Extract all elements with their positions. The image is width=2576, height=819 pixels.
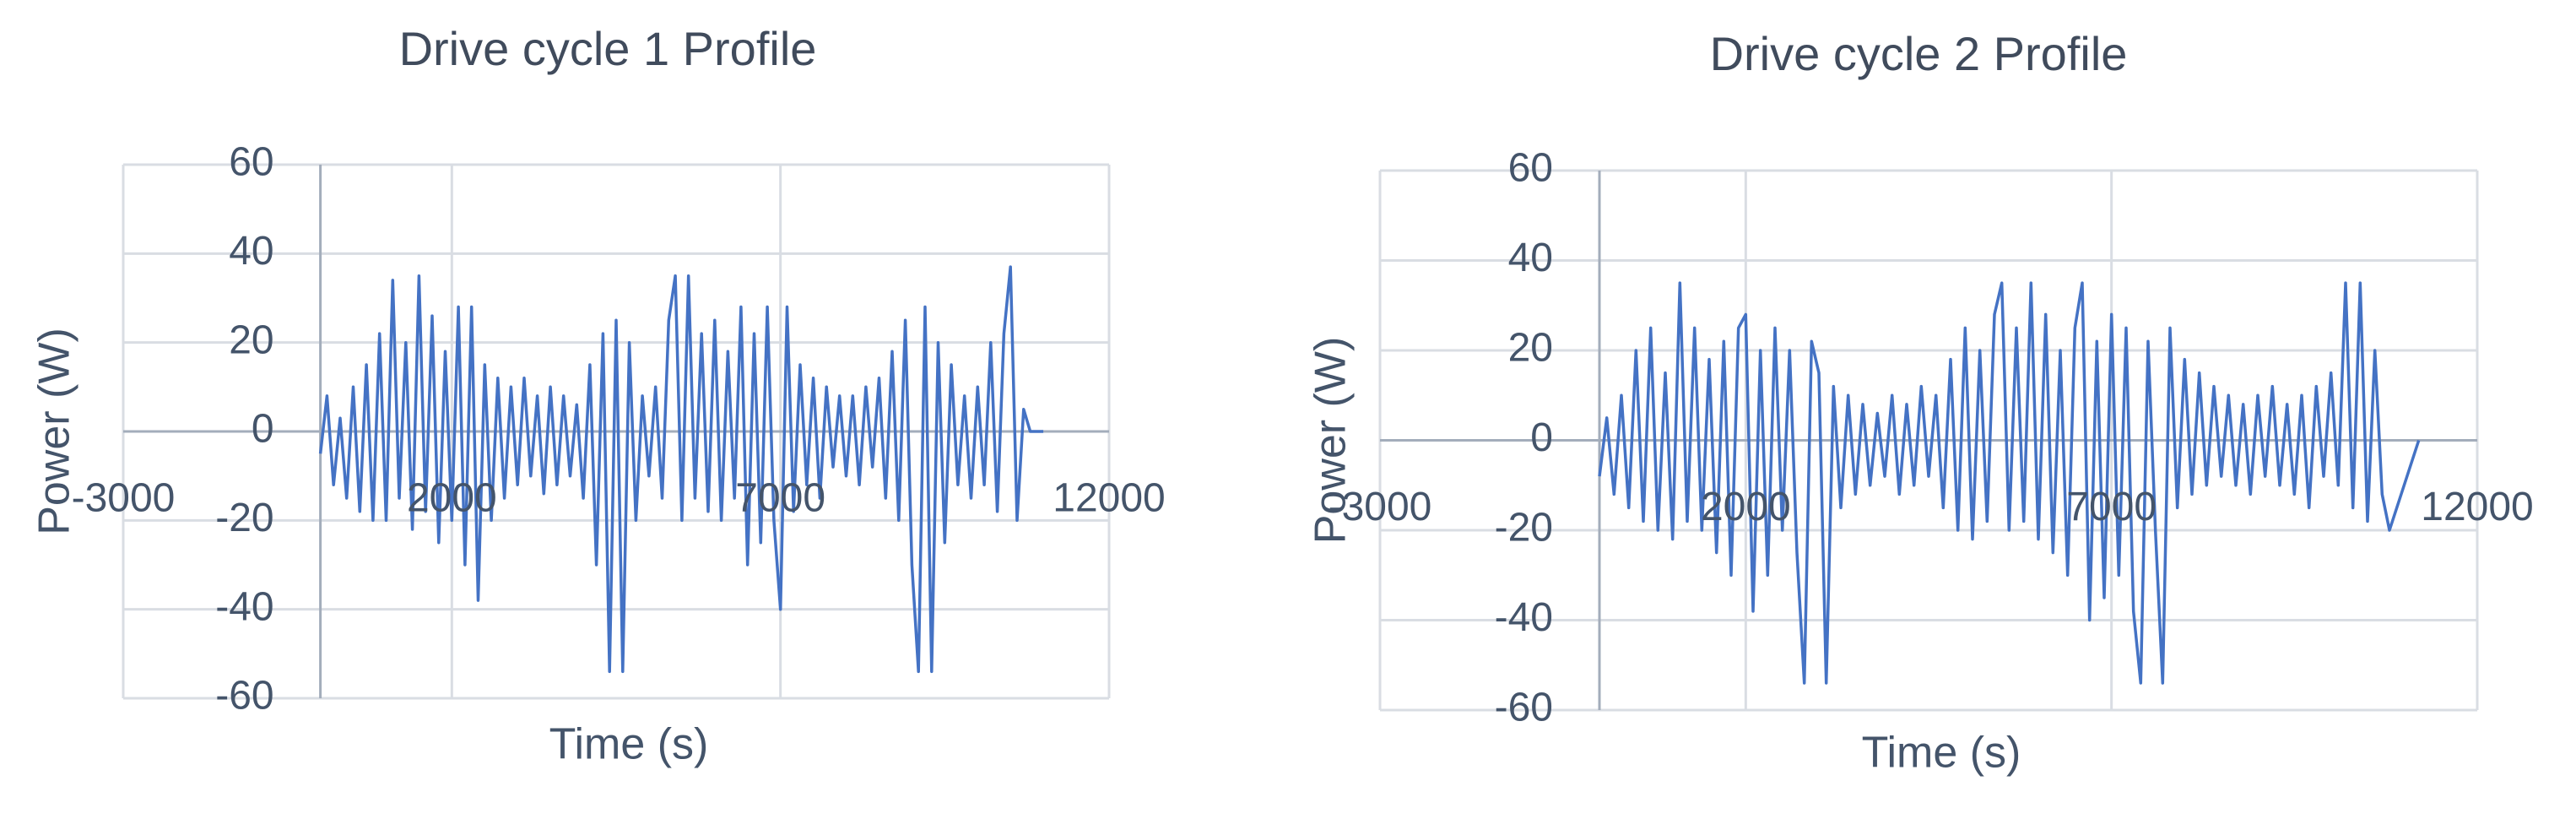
y-tick-label: -40 xyxy=(215,584,273,629)
x-axis-label: Time (s) xyxy=(1862,729,2021,778)
y-tick-label: -20 xyxy=(215,496,273,540)
y-tick-label: 20 xyxy=(1508,326,1553,371)
x-tick-label: 12000 xyxy=(1053,476,1165,521)
x-tick-label: 7000 xyxy=(735,476,825,521)
y-axis-label: Power (W) xyxy=(30,328,79,535)
y-tick-label: 60 xyxy=(1508,146,1553,191)
y-tick-label: 0 xyxy=(1530,415,1553,460)
y-tick-label: 40 xyxy=(1508,236,1553,280)
y-tick-label: 40 xyxy=(229,229,273,274)
x-tick-label: 2000 xyxy=(407,476,497,521)
chart: -60 -40 -20 0 20 40 60 -3000 2000 7000 12000 Drive … xyxy=(30,22,1166,769)
x-tick-label: 12000 xyxy=(2421,485,2533,529)
chart-title: Drive cycle 1 Profile xyxy=(399,22,817,75)
x-axis-label: Time (s) xyxy=(549,720,709,769)
x-tick-label: -3000 xyxy=(72,476,176,521)
chart: -60 -40 -20 0 20 40 60 -3000 2000 7000 12000 Drive … xyxy=(1307,27,2534,778)
y-tick-label: 60 xyxy=(229,140,273,185)
y-tick-label: -60 xyxy=(1495,686,1553,730)
data-line xyxy=(1598,281,2421,685)
y-axis-label: Power (W) xyxy=(1307,337,1356,545)
x-tick-label: 7000 xyxy=(2066,485,2157,529)
chart-title: Drive cycle 2 Profile xyxy=(1710,27,2128,80)
y-tick-label: -60 xyxy=(215,674,273,719)
y-tick-label: -20 xyxy=(1495,506,1553,551)
x-tick-label: 2000 xyxy=(1701,485,1791,529)
y-tick-label: 20 xyxy=(229,317,273,362)
x-tick-label: -3000 xyxy=(1329,485,1432,529)
data-line xyxy=(318,265,1044,674)
y-tick-label: -40 xyxy=(1495,595,1553,640)
y-tick-label: 0 xyxy=(252,407,274,452)
